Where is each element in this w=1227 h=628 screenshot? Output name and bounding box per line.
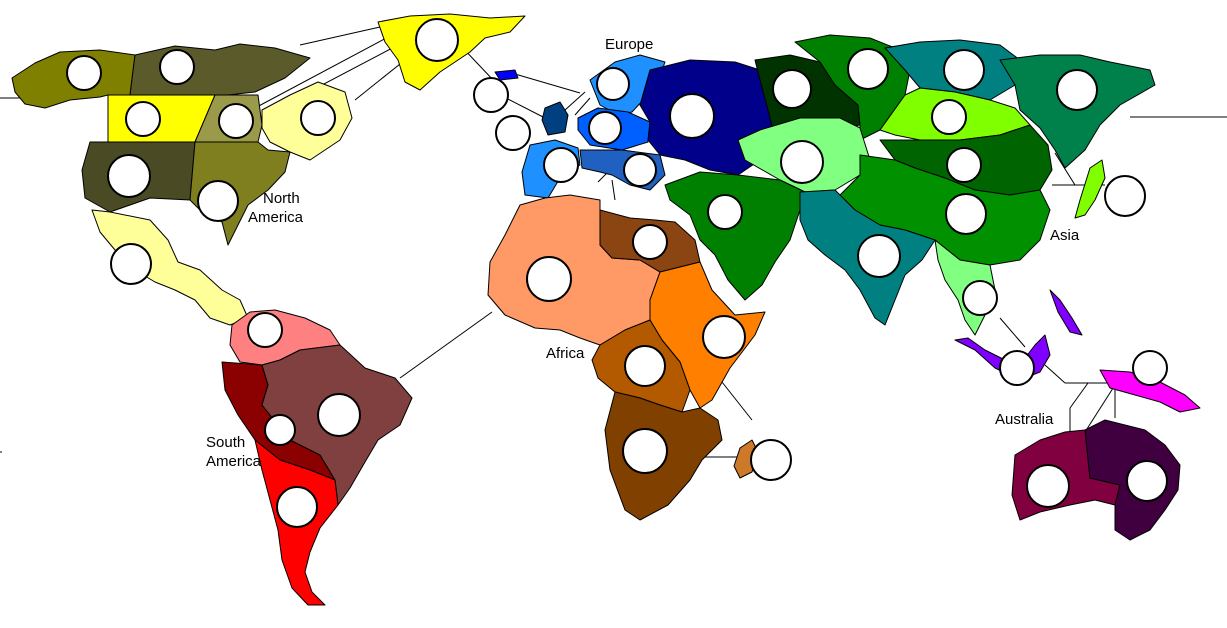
army-slot-yakutsk[interactable] <box>943 49 985 91</box>
army-slot-siam[interactable] <box>962 280 998 316</box>
army-slot-great-britain[interactable] <box>495 115 531 151</box>
army-slot-east-africa[interactable] <box>702 315 746 359</box>
territory-north-africa[interactable] <box>487 194 661 346</box>
army-slot-greenland[interactable] <box>415 18 459 62</box>
label-north-america-line2: America <box>248 209 304 226</box>
army-slot-ontario[interactable] <box>218 103 254 139</box>
army-slot-siberia[interactable] <box>847 48 889 90</box>
connection-line <box>514 73 581 94</box>
continent-australia <box>954 289 1201 541</box>
label-africa: Africa <box>546 345 585 362</box>
army-slot-alaska[interactable] <box>66 55 102 91</box>
army-slot-irkutsk[interactable] <box>931 99 967 135</box>
army-slot-afghanistan[interactable] <box>780 140 824 184</box>
label-north-america-line1: North <box>263 190 300 207</box>
army-slot-scandinavia[interactable] <box>596 67 630 101</box>
territory-great-britain[interactable] <box>541 101 569 136</box>
army-slot-alberta[interactable] <box>125 101 161 137</box>
connection-line <box>1084 384 1116 433</box>
connection-line <box>721 381 753 421</box>
army-slot-argentina[interactable] <box>276 486 318 528</box>
label-asia: Asia <box>1050 227 1080 244</box>
label-south-america-line2: America <box>206 453 262 470</box>
army-slot-kamchatka[interactable] <box>1056 69 1098 111</box>
army-slot-mongolia[interactable] <box>946 147 982 183</box>
connection-line <box>999 317 1026 348</box>
army-slot-peru[interactable] <box>264 414 296 446</box>
connection-lines <box>0 26 1227 458</box>
label-australia: Australia <box>995 411 1054 428</box>
label-south-america: South America <box>206 434 262 470</box>
army-slot-egypt[interactable] <box>632 224 668 260</box>
label-south-america-line1: South <box>206 434 245 451</box>
army-slot-brazil[interactable] <box>317 393 361 437</box>
army-slot-eastern-australia[interactable] <box>1126 460 1168 502</box>
army-slot-indonesia[interactable] <box>999 350 1035 386</box>
army-slot-northwest-territory[interactable] <box>159 49 195 85</box>
army-slot-japan[interactable] <box>1104 175 1146 217</box>
connection-line <box>1054 152 1076 186</box>
connection-line <box>574 97 591 116</box>
territory-northwest-territory[interactable] <box>129 43 311 96</box>
connection-line <box>1069 382 1089 409</box>
army-slot-ukraine[interactable] <box>669 93 715 139</box>
army-slot-northern-europe[interactable] <box>588 111 622 145</box>
connection-line <box>254 34 393 109</box>
army-slot-western-australia[interactable] <box>1026 464 1070 508</box>
territory-indonesia-isles[interactable] <box>1049 289 1083 336</box>
connection-line <box>399 311 493 379</box>
label-north-america: North America <box>248 190 304 226</box>
army-slot-india[interactable] <box>857 234 901 278</box>
army-slot-new-guinea[interactable] <box>1132 350 1168 386</box>
label-europe: Europe <box>605 36 653 53</box>
connection-line <box>564 91 586 111</box>
army-slot-western-europe[interactable] <box>543 147 579 183</box>
territory-middle-east[interactable] <box>664 171 806 301</box>
army-slot-iceland[interactable] <box>473 77 509 113</box>
territory-kamchatka[interactable] <box>999 54 1156 169</box>
connection-line <box>299 26 381 46</box>
territory-japan[interactable] <box>1074 159 1106 219</box>
connection-line <box>1044 364 1066 384</box>
army-slot-ural[interactable] <box>772 69 812 109</box>
connection-line <box>354 59 406 101</box>
army-slot-middle-east[interactable] <box>707 194 743 230</box>
army-slot-eastern-us[interactable] <box>197 180 239 222</box>
army-slot-southern-europe[interactable] <box>623 153 657 187</box>
army-slot-china[interactable] <box>945 193 987 235</box>
army-slot-quebec[interactable] <box>300 100 336 136</box>
territory-iceland[interactable] <box>494 69 519 81</box>
army-slot-central-america[interactable] <box>110 243 152 285</box>
army-slots <box>66 18 1168 528</box>
army-slot-western-us[interactable] <box>107 154 151 198</box>
army-slot-congo[interactable] <box>624 345 666 387</box>
continent-labels: North America South America Europe Afric… <box>206 36 1080 470</box>
army-slot-south-africa[interactable] <box>622 428 668 474</box>
army-slot-north-africa[interactable] <box>526 256 572 302</box>
army-slot-venezuela[interactable] <box>247 312 283 348</box>
army-slot-madagascar[interactable] <box>750 439 792 481</box>
connection-line <box>611 179 616 201</box>
